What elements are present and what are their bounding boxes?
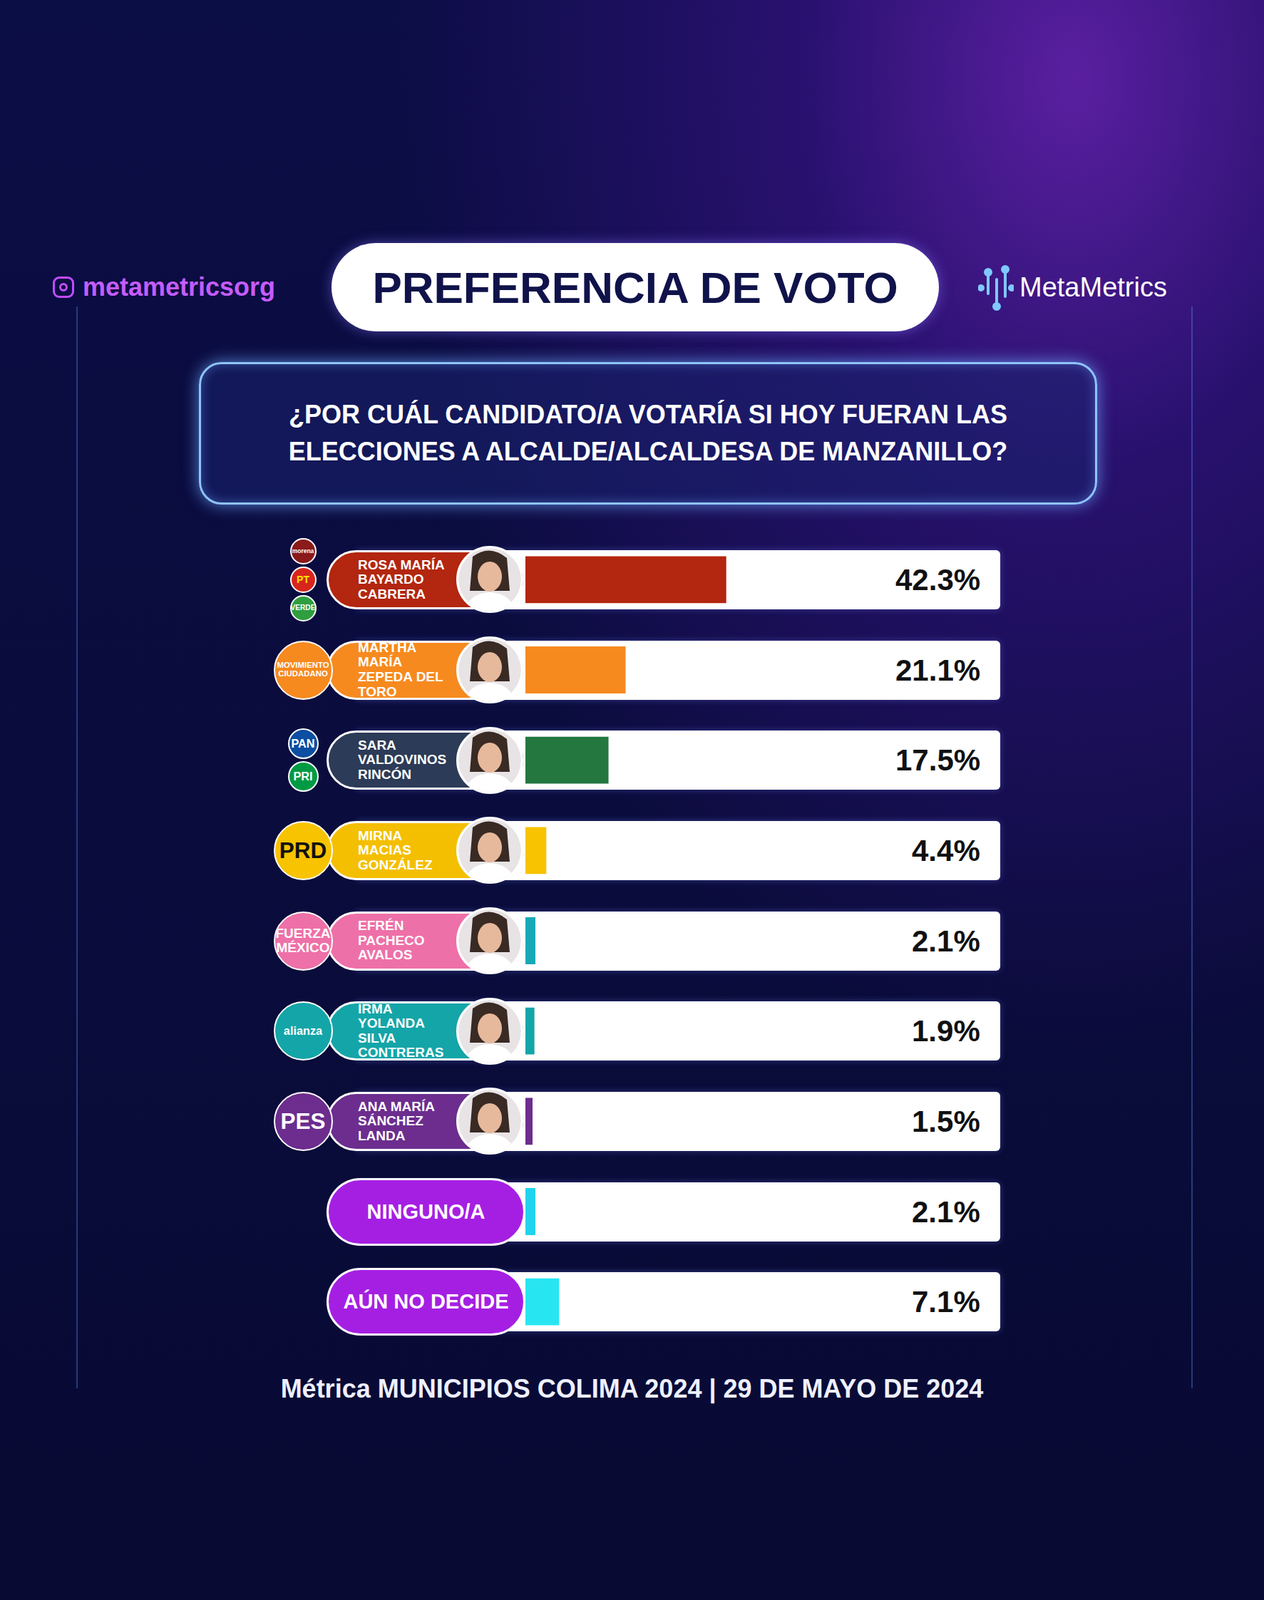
html-text:MOVIMIENTO CIUDADANO: MOVIMIENTO CIUDADANO bbox=[276, 660, 330, 678]
html-text:PT: PT bbox=[296, 573, 310, 586]
html-text:PRD: PRD bbox=[279, 837, 327, 864]
html-text:alianza: alianza bbox=[283, 1024, 323, 1038]
html-text:PREFERENCIA DE VOTO: PREFERENCIA DE VOTO bbox=[372, 262, 898, 312]
html-text:ROSA MARÍA BAYARDO CABRERA: ROSA MARÍA BAYARDO CABRERA bbox=[357, 557, 445, 602]
html-text:AÚN NO DECIDE: AÚN NO DECIDE bbox=[343, 1290, 509, 1314]
svg-text:21.1%: 21.1% bbox=[895, 653, 981, 688]
html-text:ANA MARÍA SÁNCHEZ LANDA: ANA MARÍA SÁNCHEZ LANDA bbox=[357, 1098, 435, 1144]
html-text:EFRÉN PACHECO AVALOS: EFRÉN PACHECO AVALOS bbox=[357, 918, 425, 963]
html-text:SARA VALDOVINOS RINCÓN: SARA VALDOVINOS RINCÓN bbox=[357, 737, 447, 782]
html-text:Métrica MUNICIPIOS COLIMA 2024: Métrica MUNICIPIOS COLIMA 2024 | 29 DE M… bbox=[280, 1374, 984, 1404]
svg-text:2.1%: 2.1% bbox=[911, 924, 981, 959]
html-text:morena: morena bbox=[292, 547, 314, 555]
html-text:MetaMetrics: MetaMetrics bbox=[1019, 272, 1167, 303]
html-text:PES: PES bbox=[280, 1108, 326, 1135]
svg-text:42.3%: 42.3% bbox=[895, 563, 981, 597]
html-text:¿POR CUÁL CANDIDATO/A VOTARÍA: ¿POR CUÁL CANDIDATO/A VOTARÍA SI HOY FUE… bbox=[288, 399, 1008, 467]
html-text:metametricsorg: metametricsorg bbox=[82, 272, 276, 302]
html-text:NINGUNO/A: NINGUNO/A bbox=[366, 1200, 486, 1224]
html-text:IRMA YOLANDA SILVA CONTRERAS: IRMA YOLANDA SILVA CONTRERAS bbox=[357, 1001, 444, 1061]
html-text:MARTHA MARÍA ZEPEDA DEL TORO: MARTHA MARÍA ZEPEDA DEL TORO bbox=[357, 640, 443, 700]
svg-text:2.1%: 2.1% bbox=[911, 1195, 981, 1230]
svg-text:1.5%: 1.5% bbox=[911, 1105, 981, 1139]
html-text:PRI: PRI bbox=[293, 770, 313, 783]
html-text:PAN: PAN bbox=[291, 737, 315, 751]
html-text:FUERZA MÉXICO: FUERZA MÉXICO bbox=[275, 926, 331, 956]
svg-text:17.5%: 17.5% bbox=[895, 743, 981, 778]
html-text:MIRNA MACIAS GONZÁLEZ: MIRNA MACIAS GONZÁLEZ bbox=[357, 828, 433, 873]
svg-text:1.9%: 1.9% bbox=[911, 1014, 981, 1048]
html-text:VERDE: VERDE bbox=[290, 603, 316, 612]
svg-text:7.1%: 7.1% bbox=[911, 1285, 981, 1319]
svg-text:4.4%: 4.4% bbox=[911, 834, 981, 868]
